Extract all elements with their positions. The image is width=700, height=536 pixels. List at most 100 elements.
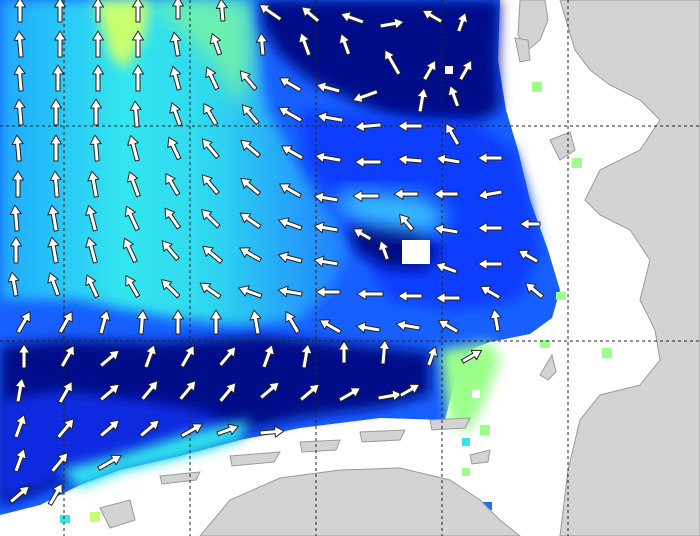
current-arrow: [180, 423, 203, 439]
current-arrow: [164, 207, 182, 230]
current-arrow: [205, 66, 220, 91]
current-arrow: [352, 228, 373, 242]
current-arrow: [9, 485, 30, 504]
current-arrow: [278, 106, 303, 123]
current-arrow: [167, 136, 182, 161]
current-arrow: [279, 77, 302, 93]
current-arrow: [354, 156, 382, 168]
current-arrow: [277, 285, 303, 298]
current-arrow: [85, 236, 98, 264]
current-arrow: [57, 381, 73, 404]
current-arrow: [433, 188, 459, 200]
current-arrow: [209, 33, 223, 56]
current-arrow: [354, 120, 382, 133]
current-arrow: [338, 387, 361, 403]
current-arrow: [169, 31, 182, 57]
current-arrow: [126, 171, 141, 198]
current-arrow: [315, 286, 341, 298]
current-arrow: [384, 49, 402, 76]
current-arrow: [314, 151, 342, 164]
field-south-mid: [0, 390, 240, 500]
current-arrow: [11, 134, 24, 162]
current-arrow: [98, 309, 111, 335]
current-arrow: [132, 30, 144, 58]
current-arrow: [9, 204, 22, 232]
current-arrow: [202, 245, 223, 264]
current-arrow: [201, 174, 220, 195]
current-arrow: [519, 218, 541, 230]
current-arrow: [52, 64, 64, 92]
current-arrow: [278, 217, 303, 231]
current-arrow: [422, 59, 437, 82]
current-arrow: [395, 319, 421, 332]
current-arrow: [143, 344, 157, 369]
current-arrow: [216, 423, 239, 437]
current-arrow: [50, 134, 62, 162]
current-arrow: [517, 249, 540, 264]
current-arrow: [178, 380, 197, 401]
current-arrow: [239, 70, 258, 91]
current-arrow: [393, 188, 419, 200]
current-arrow: [239, 247, 262, 263]
current-arrow: [89, 134, 102, 162]
current-arrow: [92, 64, 104, 92]
current-arrow: [316, 111, 344, 124]
current-arrow: [352, 89, 379, 104]
current-arrow: [47, 204, 60, 232]
current-arrow: [201, 209, 221, 229]
current-arrow: [421, 9, 444, 24]
current-arrow: [13, 414, 27, 439]
current-arrow: [122, 237, 138, 264]
current-arrow: [49, 170, 62, 198]
current-arrow: [203, 103, 219, 126]
field-green-band: [150, 0, 252, 110]
current-arrow: [13, 448, 27, 473]
current-arrow: [338, 33, 352, 56]
current-arrow: [456, 12, 469, 33]
current-arrow: [281, 145, 304, 161]
current-arrow: [54, 30, 66, 58]
field-eddy-cyan: [335, 190, 450, 235]
current-arrow: [261, 344, 275, 369]
current-arrow: [99, 383, 120, 402]
current-arrow: [298, 32, 312, 57]
current-arrow: [129, 100, 142, 128]
current-arrow: [397, 153, 423, 166]
current-arrow: [59, 345, 75, 368]
current-arrow: [259, 425, 285, 438]
current-arrow: [258, 4, 283, 22]
field-coastal-cyan: [60, 420, 250, 488]
current-arrow: [165, 173, 181, 196]
current-arrow: [300, 343, 313, 369]
current-arrow: [210, 309, 222, 335]
current-arrow: [132, 64, 144, 92]
island-south-1: [99, 499, 136, 529]
current-arrow: [139, 419, 160, 438]
current-arrow: [378, 339, 391, 365]
current-arrows: [7, 0, 545, 506]
current-arrow: [477, 188, 503, 201]
current-arrow: [525, 282, 545, 300]
current-arrow: [201, 138, 220, 159]
current-arrow: [218, 346, 237, 367]
current-arrow: [99, 349, 120, 368]
current-arrow: [313, 255, 339, 268]
current-arrow: [433, 223, 459, 236]
island-east-1: [517, 0, 549, 51]
current-arrow: [377, 389, 403, 402]
island-east-2: [514, 37, 531, 63]
current-arrow: [355, 321, 381, 334]
landmass-south: [199, 467, 521, 536]
current-arrow: [15, 311, 31, 334]
current-arrow: [240, 139, 261, 158]
current-arrow: [426, 346, 439, 367]
current-arrow: [14, 0, 26, 23]
landmass-east: [559, 0, 700, 536]
current-arrow: [313, 191, 339, 204]
current-arrow: [199, 282, 222, 300]
current-arrow: [124, 205, 140, 232]
current-arrow: [397, 290, 423, 302]
current-arrow: [477, 258, 503, 270]
